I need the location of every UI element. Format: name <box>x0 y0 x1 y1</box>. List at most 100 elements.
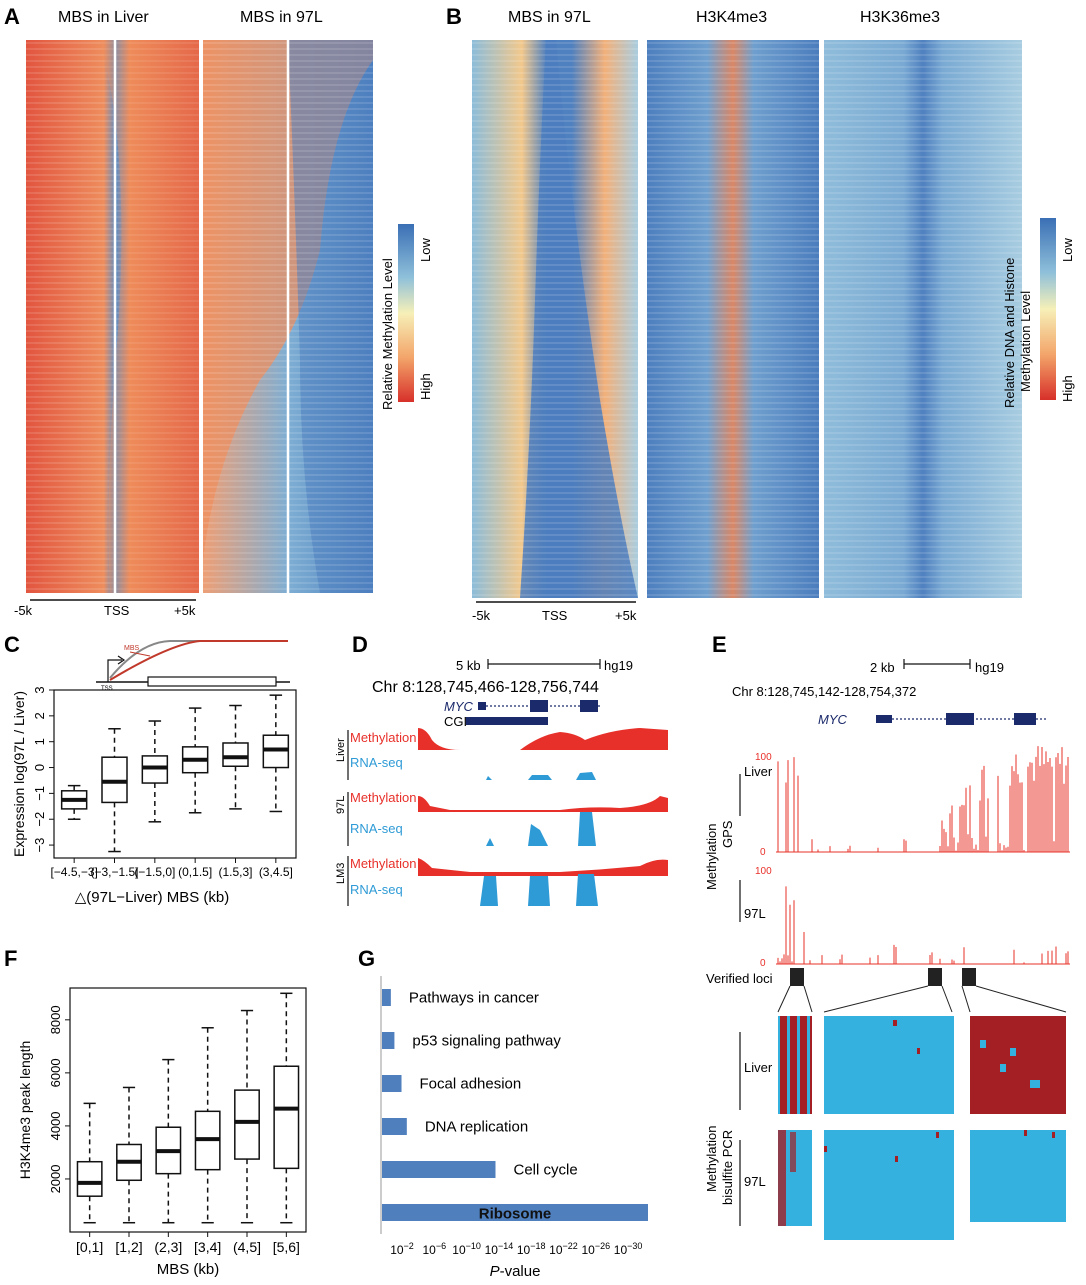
panel-a-label: A <box>4 4 20 29</box>
chart-c-frame <box>53 689 297 859</box>
panel-e-verified-loci: Verified loci <box>706 971 773 986</box>
panel-a-axis-right: +5k <box>174 603 196 618</box>
chart-c-ytick-label: 0 <box>32 764 47 771</box>
chart-f-xtick-label: [5,6] <box>273 1239 300 1255</box>
panel-b-label: B <box>446 4 462 29</box>
panel-d-lm3-methylation-label: Methylation <box>350 856 416 871</box>
panel-c-schematic-mbs: MBS <box>124 645 140 652</box>
heatmap-mbs-97l <box>203 40 373 593</box>
panel-b-colorbar-low: Low <box>1060 238 1075 262</box>
chart-g-bar <box>382 989 391 1006</box>
chart-f-box <box>234 1089 260 1160</box>
panel-b-colorbar-high: High <box>1060 375 1075 402</box>
chart-g-xlabel: P-value <box>490 1263 541 1280</box>
chart-f-frame <box>69 987 307 1233</box>
panel-a-axis-left: -5k <box>14 603 33 618</box>
chart-g-xtick-label: 10−2 <box>390 1241 414 1257</box>
chart-c-ytick-label: 2 <box>32 712 47 719</box>
chart-g-bar <box>382 1204 648 1221</box>
panel-b-title-h3k4me3: H3K4me3 <box>696 9 767 26</box>
panel-e-97l-tick-100: 100 <box>755 866 772 877</box>
chart-f-box <box>76 1160 103 1197</box>
panel-e-bisulfite: Liver 97L Methylation bisulfite PCR <box>704 1016 1066 1240</box>
panel-b-axis-left: -5k <box>472 608 491 623</box>
chart-f-xtick-label: [1,2] <box>115 1239 142 1255</box>
chart-c-ytick-label: −2 <box>32 812 47 827</box>
chart-g-category-label: Focal adhesion <box>420 1076 522 1093</box>
panel-e-liver-tick-100: 100 <box>755 752 772 763</box>
chart-g-xtick-label: 10−30 <box>614 1241 643 1257</box>
chart-g-category-label: Pathways in cancer <box>409 990 539 1007</box>
chart-c-xtick-label: [−4.5,−3] <box>50 865 97 879</box>
chart-c-ytick-label: −1 <box>32 786 47 801</box>
panel-d-coords: Chr 8:128,745,466-128,756,744 <box>372 679 599 696</box>
chart-c-xtick-label: (−3,−1.5] <box>90 865 138 879</box>
chart-g-bar <box>382 1118 407 1135</box>
panel-e-sample-liver: Liver <box>744 764 773 779</box>
panel-d-liver-rnaseq-label: RNA-seq <box>350 755 403 770</box>
panel-b-axis-right: +5k <box>615 608 637 623</box>
panel-e-sample-97l: 97L <box>744 906 766 921</box>
panel-e-gene-name: MYC <box>818 712 848 727</box>
chart-c-xtick-label: (0,1.5] <box>178 865 212 879</box>
chart-g-bar <box>382 1075 402 1092</box>
panel-d-gene-name: MYC <box>444 699 474 714</box>
heatmap-mbs-liver <box>26 40 199 593</box>
panel-e-verified-markers <box>777 968 1067 1013</box>
chart-f-ytick-label: 8000 <box>48 1005 63 1034</box>
panel-d-97l-rnaseq-label: RNA-seq <box>350 821 403 836</box>
chart-f-ylabel: H3K4me3 peak length <box>17 1041 33 1180</box>
panel-g-label: G <box>358 946 375 971</box>
chart-f-ytick-label: 4000 <box>48 1111 63 1140</box>
panel-e-bs-sample-97l: 97L <box>744 1174 766 1189</box>
panel-c-label: C <box>4 632 20 657</box>
panel-e-scale: 2 kb <box>870 660 895 675</box>
chart-g-xtick-label: 10−14 <box>485 1241 514 1257</box>
chart-f-xtick-label: [0,1] <box>76 1239 103 1255</box>
panel-d-97l-methylation-label: Methylation <box>350 790 416 805</box>
panel-d-liver-methylation-label: Methylation <box>350 730 416 745</box>
panel-f-label: F <box>4 946 17 971</box>
chart-g-category-label: DNA replication <box>425 1119 528 1136</box>
chart-f-ytick-label: 2000 <box>48 1164 63 1193</box>
panel-d-cgi-label: CGI <box>444 714 467 729</box>
chart-g-category-label: Cell cycle <box>513 1162 577 1179</box>
chart-g-xtick-label: 10−10 <box>452 1241 481 1257</box>
chart-c-xtick-label: (3,4.5] <box>259 865 293 879</box>
chart-f-ytick-label: 6000 <box>48 1058 63 1087</box>
panel-d-lm3-rnaseq-label: RNA-seq <box>350 882 403 897</box>
panel-d-sample-liver: Liver <box>335 738 347 762</box>
panel-c-schematic: MBS TSS <box>96 640 290 692</box>
panel-b-title-97l: MBS in 97L <box>508 9 591 26</box>
chart-c-xtick-label: (1.5,3] <box>218 865 252 879</box>
panel-b-axis-tss: TSS <box>542 608 568 623</box>
chart-c-ytick-label: 1 <box>32 738 47 745</box>
panel-b-colorbar-label-1: Relative DNA and Histone <box>1002 258 1017 408</box>
chart-f: 2000 4000 6000 8000 [0,1] [1,2] (2,3] [3,4] (4,5… <box>17 987 307 1278</box>
panel-e-genome: hg19 <box>975 660 1004 675</box>
panel-e-gene-model <box>876 713 1048 725</box>
chart-g-bar <box>382 1032 395 1049</box>
chart-c: −3 −2 −1 0 1 2 3 [−4.5,−3](−3,−1.5](−1.5,0] (0,1… <box>11 686 297 906</box>
panel-a-colorbar-low: Low <box>418 238 433 262</box>
panel-d-gene-model <box>466 700 602 725</box>
chart-g-category-label: p53 signaling pathway <box>412 1033 561 1050</box>
panel-a-title-liver: MBS in Liver <box>58 9 149 26</box>
panel-c-schematic-tss: TSS <box>101 686 113 692</box>
chart-g-xtick-label: 10−6 <box>422 1241 446 1257</box>
panel-b-title-h3k36me3: H3K36me3 <box>860 9 940 26</box>
panel-e-bs-label-2: bisulfite PCR <box>720 1130 735 1205</box>
panel-e-gps-97l: 100 0 97L <box>739 866 1070 969</box>
heatmap-b-h3k36me3 <box>824 40 1022 598</box>
chart-f-xtick-label: (4,5] <box>233 1239 261 1255</box>
panel-e-gps-label-2: GPS <box>720 820 735 848</box>
panel-d-tracks: Liver Methylation RNA-seq 97L Methylatio… <box>335 728 668 906</box>
chart-c-ytick-label: 3 <box>32 686 47 693</box>
chart-g-xtick-label: 10−26 <box>581 1241 610 1257</box>
chart-g-xtick-label: 10−22 <box>549 1241 578 1257</box>
chart-g-bar <box>382 1161 496 1178</box>
chart-g-category-label: Ribosome <box>479 1206 552 1223</box>
panel-a-colorbar-high: High <box>418 373 433 400</box>
chart-c-xtick-label: (−1.5,0] <box>134 865 175 879</box>
panel-b-colorbar-label-2: Methylation Level <box>1018 291 1033 392</box>
